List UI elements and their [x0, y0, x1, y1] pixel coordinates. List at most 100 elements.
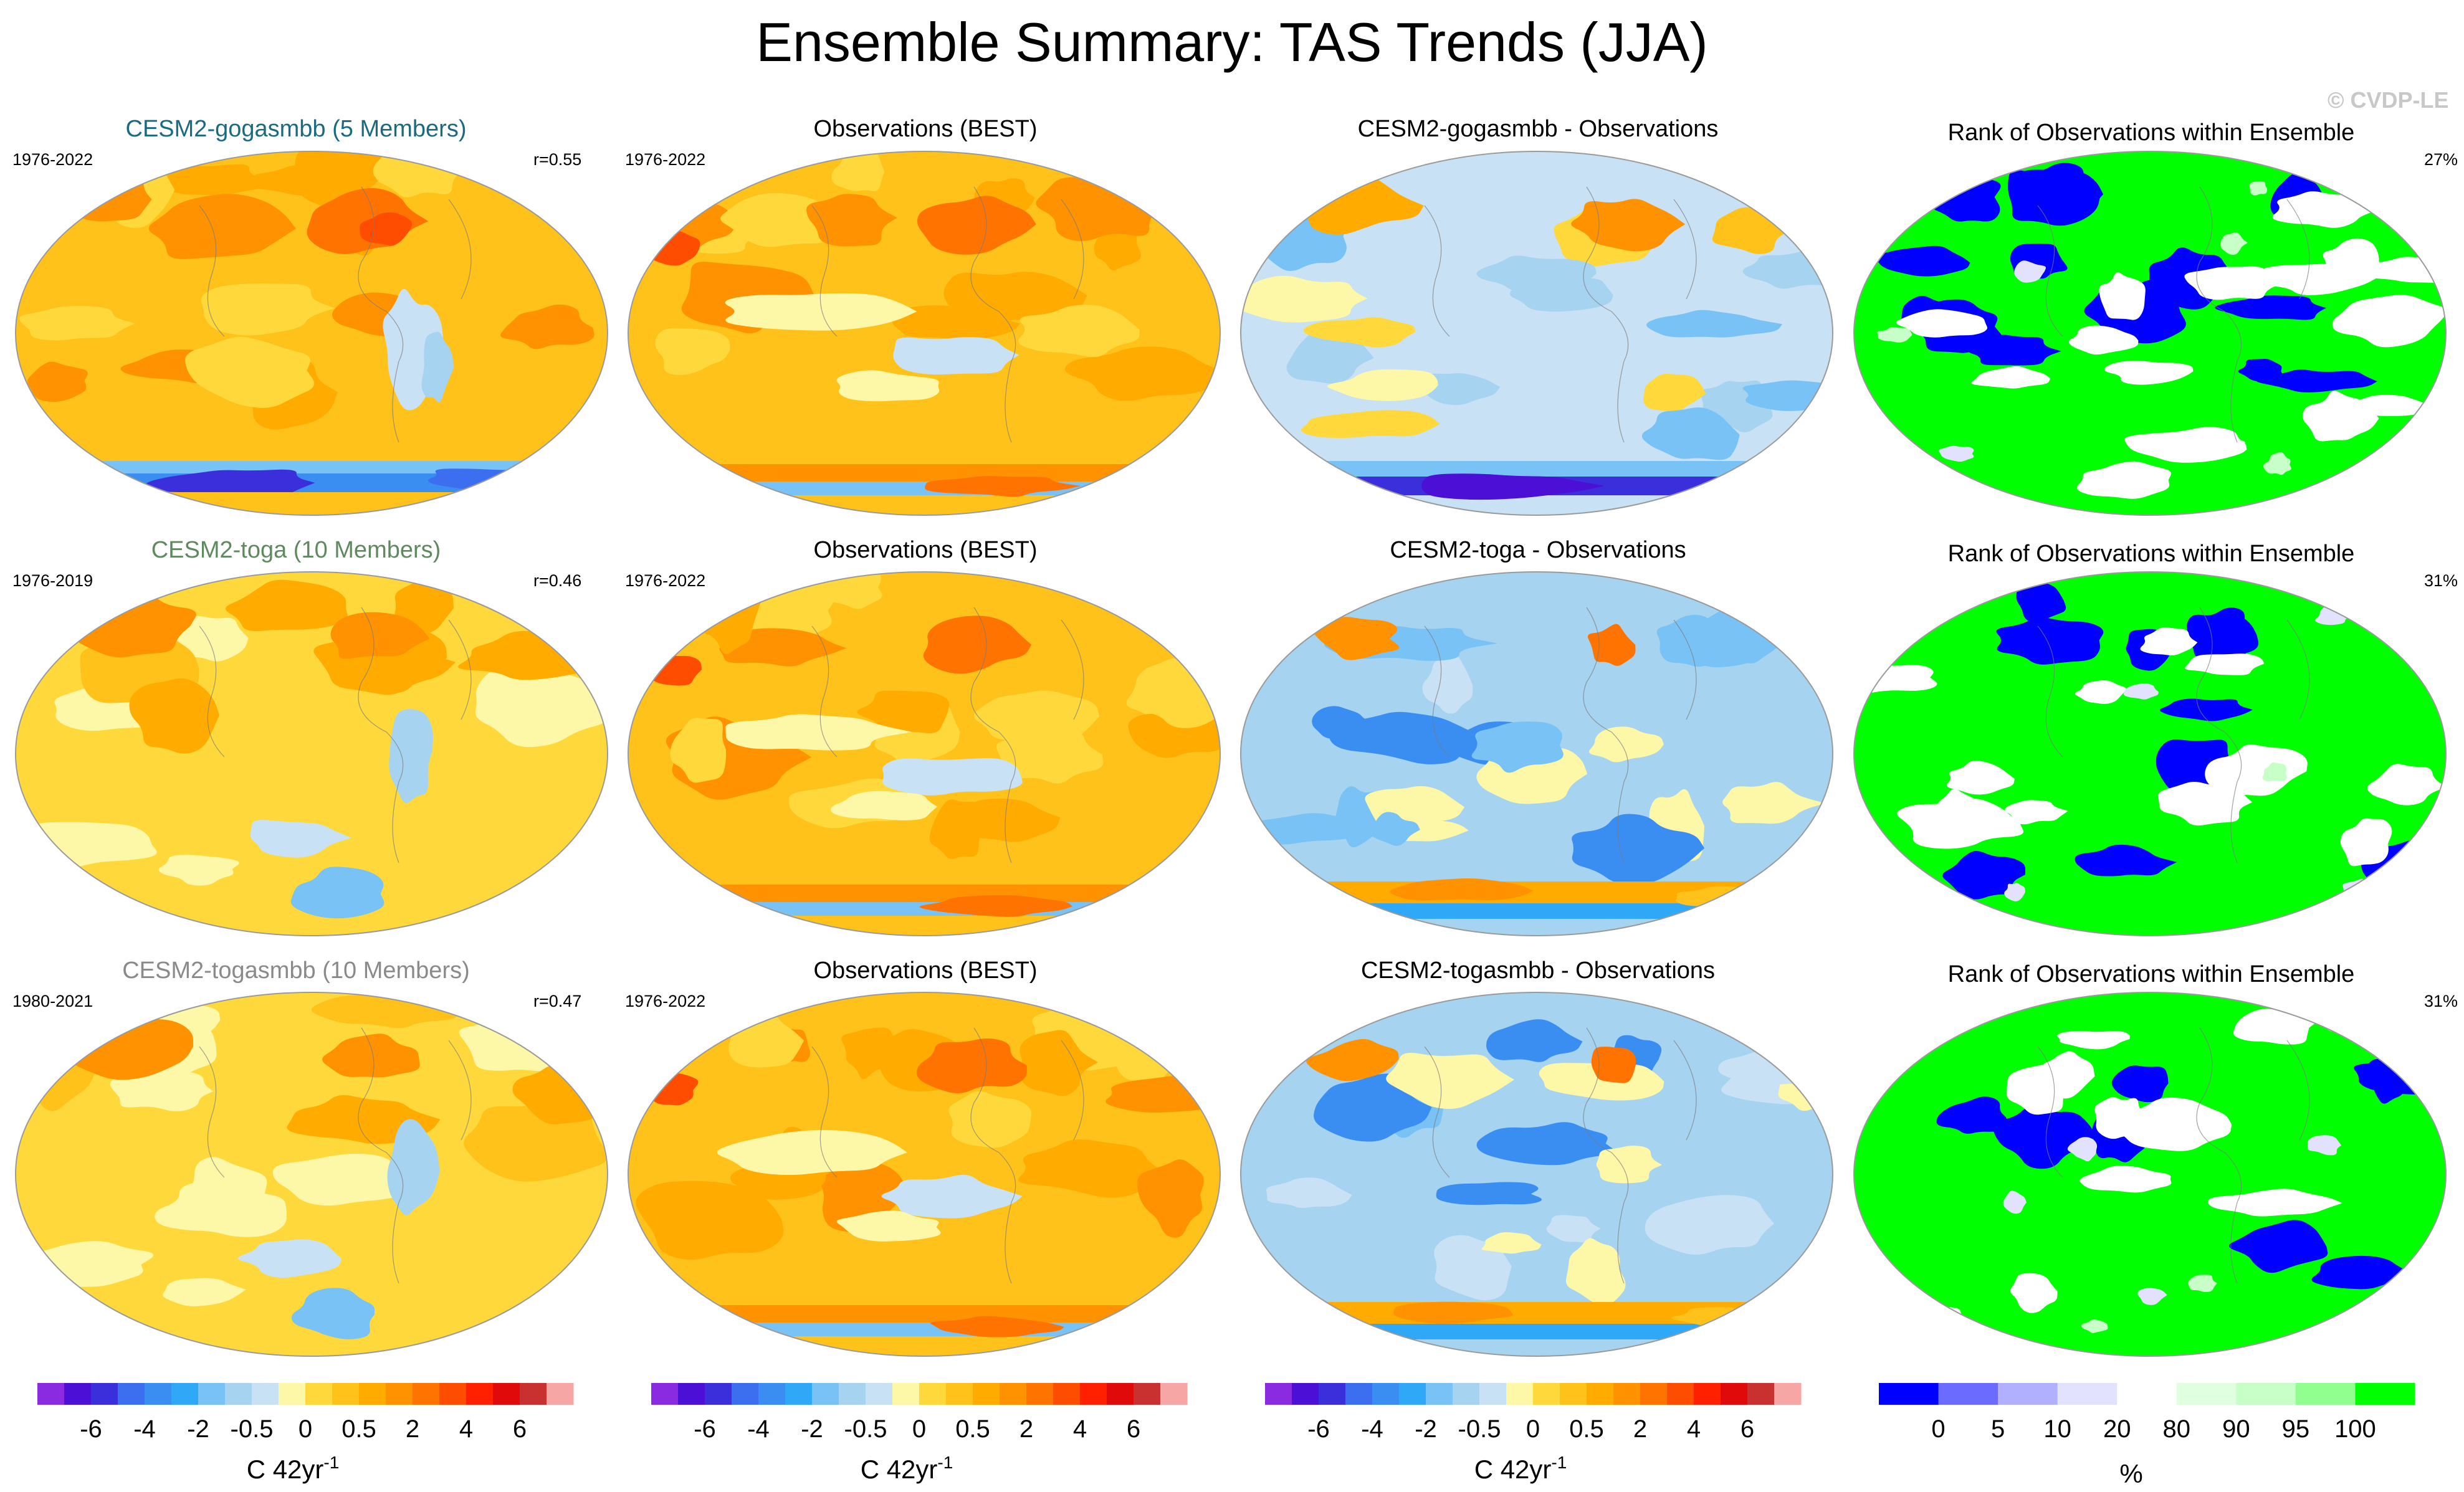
warm-region [201, 283, 335, 336]
colorbar-swatch [198, 1383, 226, 1405]
warm-region [1128, 713, 1220, 758]
rank-mid-region [2068, 325, 2139, 355]
warm-region [475, 661, 608, 748]
warm-region [973, 690, 1099, 743]
rank-low-region [2228, 1220, 2328, 1273]
map-model-1 [15, 151, 608, 516]
colorbar-swatch [252, 1383, 279, 1405]
warm-region [155, 1179, 287, 1237]
period-label-model-2: 1976-2019 [12, 571, 93, 590]
colorbar-swatch [2355, 1383, 2415, 1405]
coastline [1424, 1027, 1697, 1284]
colorbar-rank: 0 5 10 20 80 90 95 100% [1879, 1383, 2415, 1488]
mixed-region [1436, 1182, 1542, 1205]
colorbar-swatch [1160, 1383, 1188, 1405]
rank-low-region [2016, 582, 2066, 624]
neutral-region [725, 714, 912, 751]
coastline [811, 1027, 1084, 1284]
rank-low-region [2016, 169, 2104, 222]
map-outline [15, 151, 608, 516]
cool-region [290, 867, 384, 919]
colorbar-swatch [1879, 1383, 1939, 1405]
rank-low-region [2075, 844, 2177, 877]
coastline [199, 1027, 472, 1284]
mixed-region [1742, 380, 1833, 411]
colorbar-tick-label: -4 [1361, 1415, 1383, 1443]
warm-region [459, 1011, 565, 1071]
colorbar-swatch [1560, 1383, 1587, 1405]
colorbar-unit-label: C 42yr-1 [861, 1453, 953, 1484]
colorbar-swatch [1613, 1383, 1641, 1405]
mixed-region [1367, 812, 1420, 846]
panel-title-model-3: CESM2-togasmbb (10 Members) [122, 957, 470, 984]
cool-band [628, 1323, 1220, 1336]
rank-low-region [2311, 1255, 2412, 1290]
rank-mid-region [2332, 295, 2446, 348]
colorbar-tick-label: -4 [133, 1415, 156, 1443]
hot-spot [1161, 598, 1215, 632]
mixed-region [1646, 310, 1783, 338]
rank-percent-1: 27% [2424, 150, 2458, 169]
warm-region [330, 612, 430, 659]
warm-region [27, 361, 88, 402]
panel-title-obs-3: Observations (BEST) [813, 957, 1038, 984]
colorbar-tick-label: 6 [1127, 1415, 1140, 1443]
rank-low-region [2215, 295, 2326, 320]
colorbar-swatch [1774, 1383, 1802, 1405]
cool-region [893, 337, 1020, 375]
colorbar-swatch [359, 1383, 386, 1405]
colorbar-tick-label: 20 [2103, 1415, 2131, 1443]
mixed-region [1471, 721, 1564, 773]
warm-region [662, 151, 728, 208]
rank-mid-region [2323, 238, 2380, 285]
colorbar-swatch [1107, 1383, 1134, 1405]
rank-light-region [2220, 232, 2248, 255]
colorbar-tick-label: 80 [2163, 1415, 2191, 1443]
colorbar-swatch [332, 1383, 360, 1405]
warm-band [1241, 881, 1833, 903]
colorbar-tick-label: 4 [1687, 1415, 1701, 1443]
map-outline [628, 992, 1221, 1357]
warm-region [670, 718, 727, 783]
coastline [811, 186, 1084, 443]
cool-band [628, 902, 1220, 916]
colorbar-swatch [547, 1383, 574, 1405]
cool-region [882, 758, 1023, 796]
mixed-region [1422, 655, 1473, 714]
colorbar-swatch [1399, 1383, 1426, 1405]
colorbar-tick-label: 0.5 [341, 1415, 376, 1443]
colorbar-tick-label: 0 [1931, 1415, 1945, 1443]
colorbar-tick-label: 10 [2043, 1415, 2071, 1443]
colorbar-unit-label: C 42yr-1 [1474, 1453, 1567, 1484]
colorbar-tick-label: 0 [298, 1415, 312, 1443]
map-outline [1240, 571, 1833, 936]
rank-mid-region [2233, 1009, 2319, 1045]
warm-region [1390, 878, 1534, 901]
rank-mid-region [1896, 309, 1988, 338]
colorbar-swatch [64, 1383, 92, 1405]
warm-region [322, 1033, 420, 1078]
colorbar-tick-label: 95 [2282, 1415, 2310, 1443]
warm-region [1306, 1038, 1399, 1081]
colorbar-swatch [1292, 1383, 1319, 1405]
cool-region [421, 331, 454, 403]
map-outline [628, 571, 1221, 936]
mixed-region [1266, 1177, 1352, 1208]
mixed-region [1565, 1238, 1626, 1307]
colorbar-tick-label: -6 [80, 1415, 102, 1443]
panel-title-rank-1: Rank of Observations within Ensemble [1947, 120, 2355, 146]
colorbar-tick-label: -2 [187, 1415, 209, 1443]
colorbar-swatch [839, 1383, 866, 1405]
colorbar-tick-label: 100 [2334, 1415, 2376, 1443]
warm-region [1020, 1030, 1099, 1096]
colorbar-swatch [651, 1383, 679, 1405]
rank-mid-region [2185, 653, 2265, 675]
colorbar-swatch [1053, 1383, 1081, 1405]
rank-low-region [2111, 1065, 2169, 1103]
colorbar-tick-label: -4 [747, 1415, 770, 1443]
colorbar-swatch [2295, 1383, 2356, 1405]
southern-band [16, 492, 608, 515]
warm-region [500, 304, 595, 349]
coastline [199, 607, 472, 863]
colorbar-trend-3: -6 -4 -2 -0.5 0 0.5 2 4 6 C 42yr-1 [1265, 1383, 1802, 1484]
